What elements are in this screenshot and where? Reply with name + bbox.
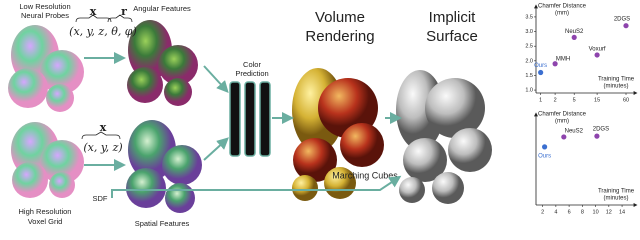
title: Surface <box>426 28 478 45</box>
y-axis-label: (mm) <box>555 119 569 125</box>
x-tick-label: 15 <box>594 97 600 103</box>
point-label: Ours <box>538 153 551 159</box>
label: Marching Cubes <box>332 170 398 180</box>
label: Neural Probes <box>21 11 69 20</box>
point-label: NeuS2 <box>565 129 584 135</box>
point-label: 2DGS <box>614 16 630 22</box>
point <box>561 134 567 140</box>
x-tick-label: 12 <box>606 209 612 215</box>
y-tick-label: 3.5 <box>525 14 533 20</box>
x-axis-label: (minutes) <box>603 196 628 202</box>
point <box>594 52 600 58</box>
math: (x, y, z) <box>83 141 122 154</box>
volume-render <box>292 68 384 201</box>
point-label: MMH <box>556 56 570 62</box>
point-label: 2DGS <box>593 127 609 133</box>
y-axis-label: Chamfer Distance <box>538 4 587 10</box>
y-tick-label: 2.5 <box>525 44 533 50</box>
label: Low Resolution <box>19 2 70 11</box>
x-axis-label: (minutes) <box>603 84 628 90</box>
angular-render <box>127 20 198 106</box>
point <box>594 133 600 139</box>
arrows <box>84 52 402 198</box>
point <box>542 144 548 150</box>
probe-render <box>8 25 84 112</box>
point-label: Voxurf <box>589 47 606 53</box>
math: x <box>100 121 107 134</box>
title: Volume <box>315 9 365 26</box>
label: Angular Features <box>133 4 191 13</box>
point-label: NeuS2 <box>565 29 584 35</box>
math: x <box>90 5 97 18</box>
spatial-render <box>126 120 202 213</box>
title: Rendering <box>305 28 374 45</box>
x-tick-label: 14 <box>619 209 625 215</box>
point-label: Ours <box>534 63 547 69</box>
math: r <box>121 5 127 18</box>
x-tick-label: 2 <box>554 97 557 103</box>
x-axis-label: Training Time <box>598 189 635 195</box>
label: Prediction <box>235 69 268 78</box>
point <box>571 34 577 41</box>
x-tick-label: 5 <box>573 97 576 103</box>
label: SDF <box>93 194 108 203</box>
point <box>623 23 629 29</box>
network <box>229 81 271 157</box>
brace <box>81 131 121 140</box>
point <box>552 61 558 67</box>
y-axis-label: (mm) <box>555 11 569 17</box>
label: Color <box>243 60 261 69</box>
surface-render <box>396 70 492 204</box>
x-tick-label: 2 <box>541 209 544 215</box>
y-axis-label: Chamfer Distance <box>538 112 587 118</box>
x-tick-label: 6 <box>568 209 571 215</box>
figure: Low Resolution Neural Probes High Resolu… <box>8 2 638 228</box>
x-tick-label: 60 <box>623 97 629 103</box>
x-tick-label: 10 <box>593 209 599 215</box>
title: Implicit <box>429 9 477 26</box>
label: Voxel Grid <box>28 217 63 226</box>
x-tick-label: 4 <box>554 209 557 215</box>
math: (x, y, z, θ, φ) <box>69 25 137 38</box>
x-axis-label: Training Time <box>598 77 635 83</box>
point <box>538 69 544 76</box>
label: High Resolution <box>19 207 72 216</box>
x-tick-label: 8 <box>581 209 584 215</box>
x-tick-label: 1 <box>539 97 542 103</box>
y-tick-label: 3.0 <box>525 29 533 35</box>
voxel-render <box>11 122 84 198</box>
y-tick-label: 2.0 <box>525 58 533 64</box>
brace <box>75 14 133 23</box>
label: Spatial Features <box>135 219 190 228</box>
y-tick-label: 1.5 <box>525 73 533 79</box>
y-tick-label: 1.0 <box>525 88 533 94</box>
